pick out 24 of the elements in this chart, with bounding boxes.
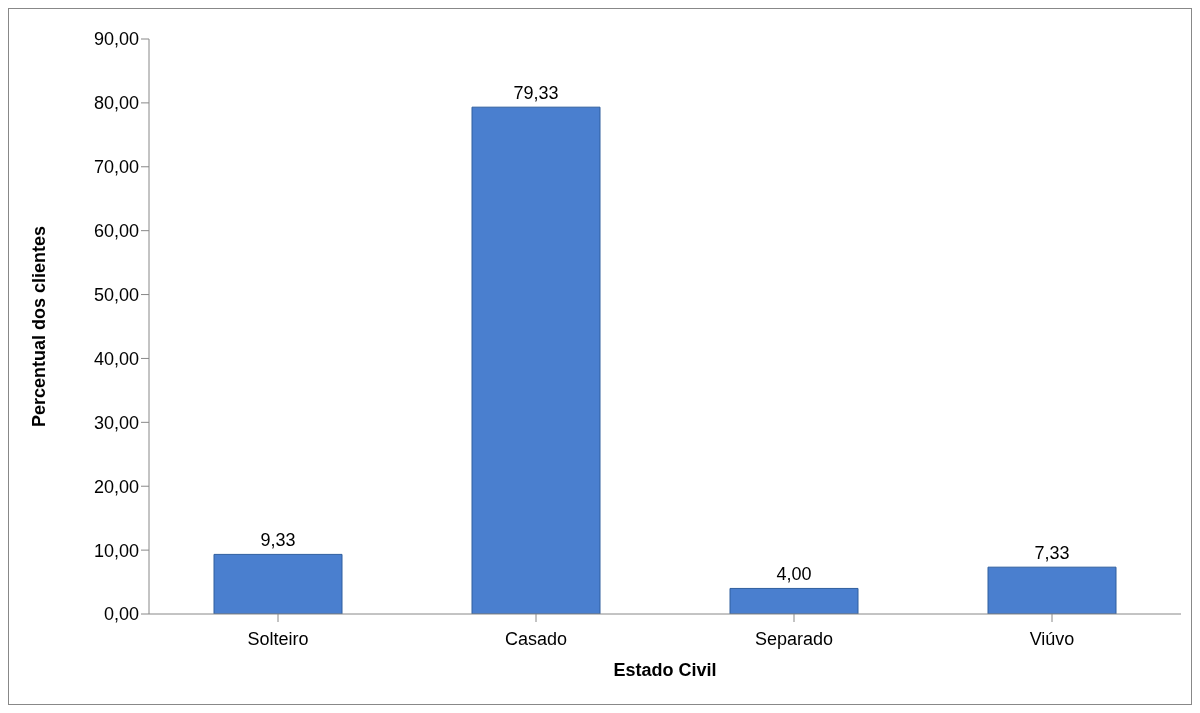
x-tick-label: Separado — [754, 628, 834, 649]
y-tick-label: 20,00 — [93, 476, 139, 497]
y-tick-label: 90,00 — [93, 29, 139, 50]
bar — [213, 553, 343, 614]
y-axis-title: Percentual dos clientes — [29, 225, 50, 428]
y-tick-label: 80,00 — [93, 93, 139, 114]
bar — [471, 106, 601, 614]
data-label: 7,33 — [1034, 543, 1070, 564]
data-label: 4,00 — [776, 564, 812, 585]
data-label: 79,33 — [513, 83, 559, 104]
y-tick-label: 70,00 — [93, 157, 139, 178]
data-label: 9,33 — [260, 530, 296, 551]
y-tick-label: 50,00 — [93, 284, 139, 305]
x-tick-label: Casado — [504, 628, 568, 649]
y-tick-label: 30,00 — [93, 412, 139, 433]
bar — [729, 587, 859, 614]
x-tick-label: Viúvo — [1029, 628, 1075, 649]
y-tick-label: 40,00 — [93, 348, 139, 369]
y-tick-label: 0,00 — [103, 604, 139, 625]
x-tick-label: Solteiro — [247, 628, 309, 649]
y-tick-label: 10,00 — [93, 540, 139, 561]
bar — [987, 566, 1117, 614]
y-tick-label: 60,00 — [93, 221, 139, 242]
x-axis-title: Estado Civil — [613, 660, 717, 680]
